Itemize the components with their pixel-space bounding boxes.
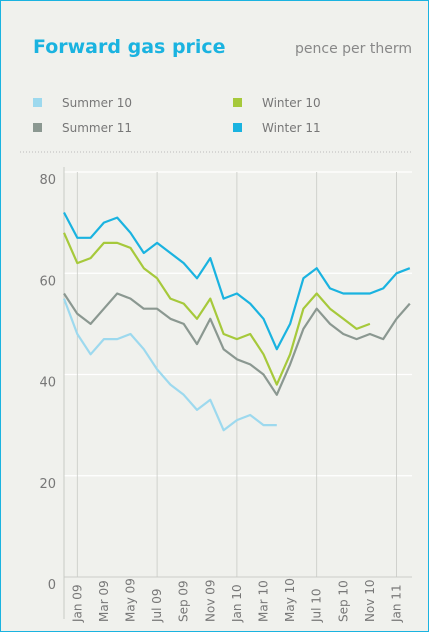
series-line	[63, 211, 411, 351]
y-tick-label: 40	[39, 376, 56, 391]
legend-swatch	[233, 98, 242, 107]
x-tick-label: Jan 11	[390, 584, 404, 623]
legend-swatch	[33, 98, 42, 107]
y-tick-label: 20	[39, 477, 56, 492]
x-tick-label: Nov 09	[203, 579, 217, 622]
x-tick-label: Jan 10	[230, 584, 244, 623]
legend-label: Summer 11	[62, 121, 132, 135]
x-tick-label: Sep 10	[336, 580, 350, 622]
chart-title: Forward gas price	[33, 36, 226, 58]
series-line	[62, 232, 371, 386]
y-tick-label: 60	[39, 274, 56, 289]
y-tick-label: 80	[39, 173, 56, 188]
legend-swatch	[233, 123, 242, 132]
series-line	[62, 298, 277, 432]
x-tick-label: May 09	[124, 578, 138, 622]
legend-label: Winter 10	[262, 96, 321, 110]
subtitle: pence per therm	[295, 41, 412, 57]
x-tick-label: Jan 09	[70, 584, 84, 623]
x-tick-label: Jul 09	[150, 588, 164, 623]
x-tick-label: Nov 10	[363, 579, 377, 622]
x-tick-label: Sep 09	[177, 580, 191, 622]
x-tick-label: May 10	[283, 578, 297, 622]
x-tick-label: Jul 10	[310, 588, 324, 623]
x-tick-label: Mar 09	[97, 580, 111, 622]
x-tick-label: Mar 10	[257, 580, 271, 622]
legend-label: Summer 10	[62, 96, 132, 110]
series-line	[63, 292, 411, 396]
legend-swatch	[33, 123, 42, 132]
legend-label: Winter 11	[262, 121, 321, 135]
y-tick-label: 0	[48, 578, 56, 593]
